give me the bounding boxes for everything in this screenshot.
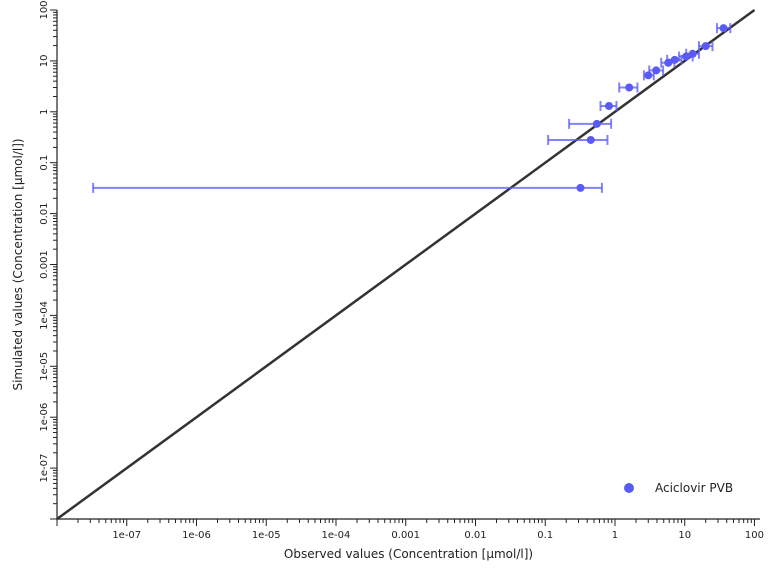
data-points	[92, 23, 732, 193]
y-tick-label: 1e-06	[39, 403, 50, 432]
x-axis-title: Observed values (Concentration [µmol/l])	[284, 547, 533, 561]
data-point	[599, 101, 618, 112]
x-tick-label: 0.1	[537, 530, 553, 541]
identity-line	[56, 8, 756, 521]
x-tick-label: 1e-06	[182, 530, 211, 541]
data-point	[715, 23, 732, 34]
x-tick-label: 1e-04	[322, 530, 351, 541]
data-point	[642, 70, 655, 81]
point-marker	[625, 83, 634, 92]
data-point	[697, 41, 714, 52]
point-marker	[604, 102, 613, 111]
x-axis-ticks: 1e-07 1e-06 1e-05 1e-04 0.001 0.01 0.1 1 10 100	[56, 519, 764, 541]
data-point	[648, 65, 665, 76]
y-tick-label: 100	[39, 0, 50, 19]
y-tick-label: 1	[39, 109, 50, 115]
point-marker	[586, 135, 595, 144]
x-tick-label: 0.01	[464, 530, 486, 541]
y-tick-label: 0.001	[39, 250, 50, 279]
data-point	[568, 118, 613, 129]
point-marker	[576, 183, 585, 192]
data-point	[618, 82, 639, 93]
x-tick-label: 1	[612, 530, 618, 541]
y-axis-ticks: 1e-07 1e-06 1e-05 1e-04 0.001 0.01 0.1 1 10 100	[39, 0, 57, 520]
legend-marker	[624, 483, 634, 493]
data-point	[92, 182, 603, 193]
y-tick-label: 10	[39, 55, 50, 68]
x-tick-label: 0.001	[391, 530, 420, 541]
y-tick-label: 1e-05	[39, 352, 50, 381]
y-tick-label: 0.1	[39, 155, 50, 171]
x-tick-label: 1e-07	[112, 530, 141, 541]
x-tick-label: 100	[745, 530, 764, 541]
legend-label: Aciclovir PVB	[655, 481, 733, 495]
data-point	[547, 134, 609, 145]
x-tick-label: 10	[678, 530, 691, 541]
point-marker	[652, 66, 661, 75]
point-marker	[701, 42, 710, 51]
point-marker	[670, 55, 679, 64]
legend: Aciclovir PVB	[624, 481, 733, 495]
point-marker	[719, 24, 728, 33]
y-tick-label: 0.01	[39, 202, 50, 224]
y-tick-label: 1e-07	[39, 454, 50, 483]
y-axis-title: Simulated values (Concentration [µmol/l]…	[11, 138, 25, 390]
y-tick-label: 1e-04	[39, 301, 50, 330]
point-marker	[592, 119, 601, 128]
point-marker	[688, 49, 697, 58]
x-tick-label: 1e-05	[252, 530, 281, 541]
